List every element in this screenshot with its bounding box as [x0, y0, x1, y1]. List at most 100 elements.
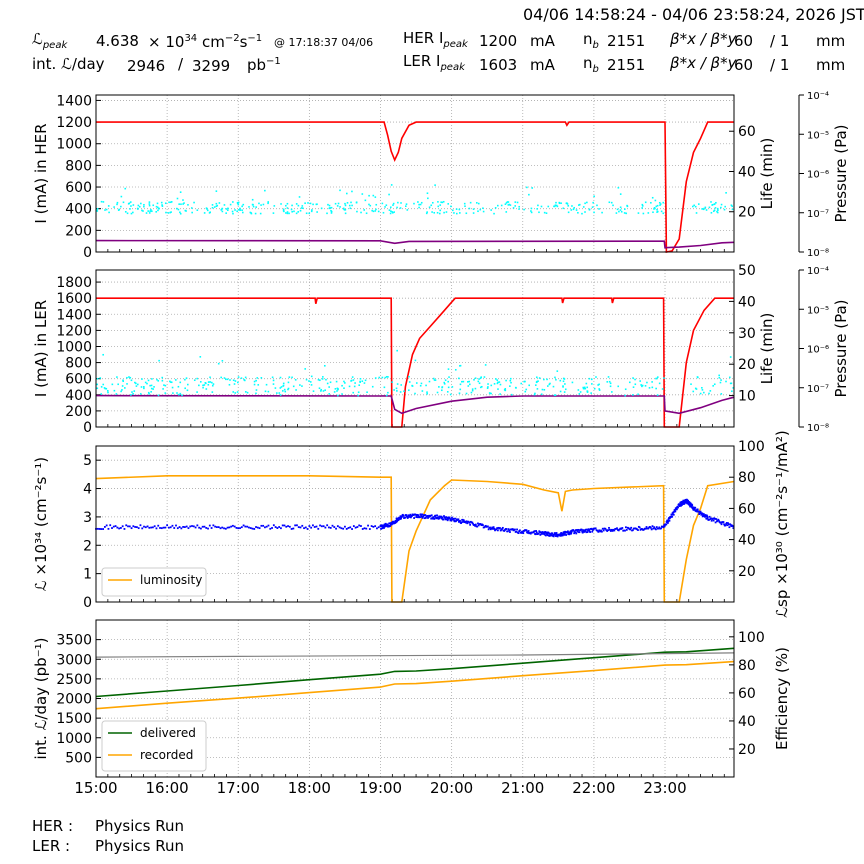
life-point	[121, 385, 124, 387]
specific-lumi-point	[414, 513, 417, 516]
specific-lumi-point	[128, 525, 131, 528]
specific-lumi-point	[224, 527, 227, 530]
life-point	[632, 377, 634, 379]
specific-lumi-point	[723, 523, 726, 526]
life-point	[694, 387, 697, 390]
life-point	[563, 391, 566, 393]
life-point	[341, 384, 343, 387]
life-point	[309, 381, 312, 383]
specific-lumi-point	[602, 529, 605, 532]
life-point	[516, 201, 519, 204]
specific-lumi-point	[148, 526, 151, 529]
life-point	[225, 208, 228, 210]
life-point	[351, 204, 353, 207]
specific-lumi-point	[230, 525, 233, 528]
life-point	[433, 379, 436, 381]
life-point	[583, 386, 586, 389]
her-peak-value: 1200	[479, 32, 518, 50]
specific-lumi-point	[440, 515, 443, 518]
life-point	[325, 378, 327, 381]
specific-lumi-point	[208, 524, 211, 527]
life-point	[714, 207, 717, 209]
life-point	[151, 378, 153, 380]
life-point	[140, 386, 143, 388]
life-point	[282, 209, 285, 212]
life-point	[120, 195, 123, 198]
life-point	[392, 211, 394, 214]
life-point	[430, 204, 433, 207]
life-point	[291, 210, 293, 213]
life-point	[470, 391, 473, 394]
life-point	[711, 203, 714, 206]
life-point	[255, 392, 257, 395]
life-point	[290, 208, 293, 211]
life-point	[250, 212, 253, 215]
her-beta-y: / 1	[770, 32, 790, 50]
life-point	[590, 392, 592, 394]
plot-frame	[95, 619, 735, 778]
life-point	[609, 382, 612, 385]
life-point	[310, 384, 313, 386]
life-point	[138, 205, 141, 208]
life-point	[632, 394, 634, 396]
specific-lumi-point	[673, 510, 676, 513]
y-tick-label-left: 1	[83, 567, 92, 583]
specific-lumi-point	[692, 508, 695, 511]
life-point	[530, 207, 533, 210]
life-point	[234, 209, 236, 211]
life-point	[731, 208, 734, 211]
life-point	[309, 202, 312, 205]
life-point	[226, 209, 229, 212]
life-point	[241, 209, 243, 211]
life-point	[453, 212, 455, 214]
life-point	[324, 389, 326, 391]
life-point	[204, 382, 207, 384]
life-point	[417, 201, 419, 203]
life-point	[560, 202, 562, 204]
life-point	[586, 201, 588, 204]
life-point	[320, 390, 322, 392]
life-point	[298, 196, 301, 198]
specific-lumi-point	[441, 516, 444, 519]
life-point	[124, 387, 126, 389]
life-point	[387, 376, 389, 378]
life-point	[178, 393, 180, 396]
specific-lumi-point	[584, 530, 587, 532]
specific-lumi-point	[717, 519, 720, 522]
life-point	[260, 377, 263, 379]
y-tick-label-right: 20	[738, 564, 756, 580]
specific-lumi-point	[589, 531, 592, 533]
life-point	[525, 388, 528, 391]
ler-run-label: LER :	[32, 837, 71, 855]
specific-lumi-point	[205, 527, 208, 529]
life-point	[473, 379, 475, 381]
specific-lumi-point	[525, 529, 528, 532]
specific-lumi-point	[665, 521, 668, 523]
y-tick-label-right: 100	[738, 439, 765, 455]
specific-lumi-point	[411, 515, 413, 517]
life-point	[232, 391, 235, 393]
life-point	[535, 381, 538, 384]
specific-lumi-point	[506, 530, 509, 533]
life-point	[434, 184, 436, 186]
pressure-tick-label: 10⁻⁶	[807, 345, 829, 356]
life-point	[253, 380, 256, 383]
life-point	[337, 394, 339, 397]
life-point	[238, 209, 240, 211]
specific-lumi-point	[684, 499, 687, 502]
specific-lumi-point	[617, 529, 620, 532]
life-point	[349, 207, 352, 210]
specific-lumi-point	[226, 526, 229, 529]
ler-beta-unit: mm	[816, 56, 846, 74]
specific-lumi-point	[543, 531, 545, 534]
life-point	[505, 211, 508, 213]
specific-lumi-point	[581, 530, 584, 533]
specific-lumi-point	[402, 514, 405, 517]
her-peak-sub: peak	[443, 39, 468, 50]
life-point	[364, 379, 367, 382]
life-point	[212, 383, 215, 385]
life-point	[552, 385, 555, 388]
specific-lumi-point	[335, 527, 337, 530]
life-point	[690, 383, 692, 385]
life-point	[382, 211, 385, 214]
